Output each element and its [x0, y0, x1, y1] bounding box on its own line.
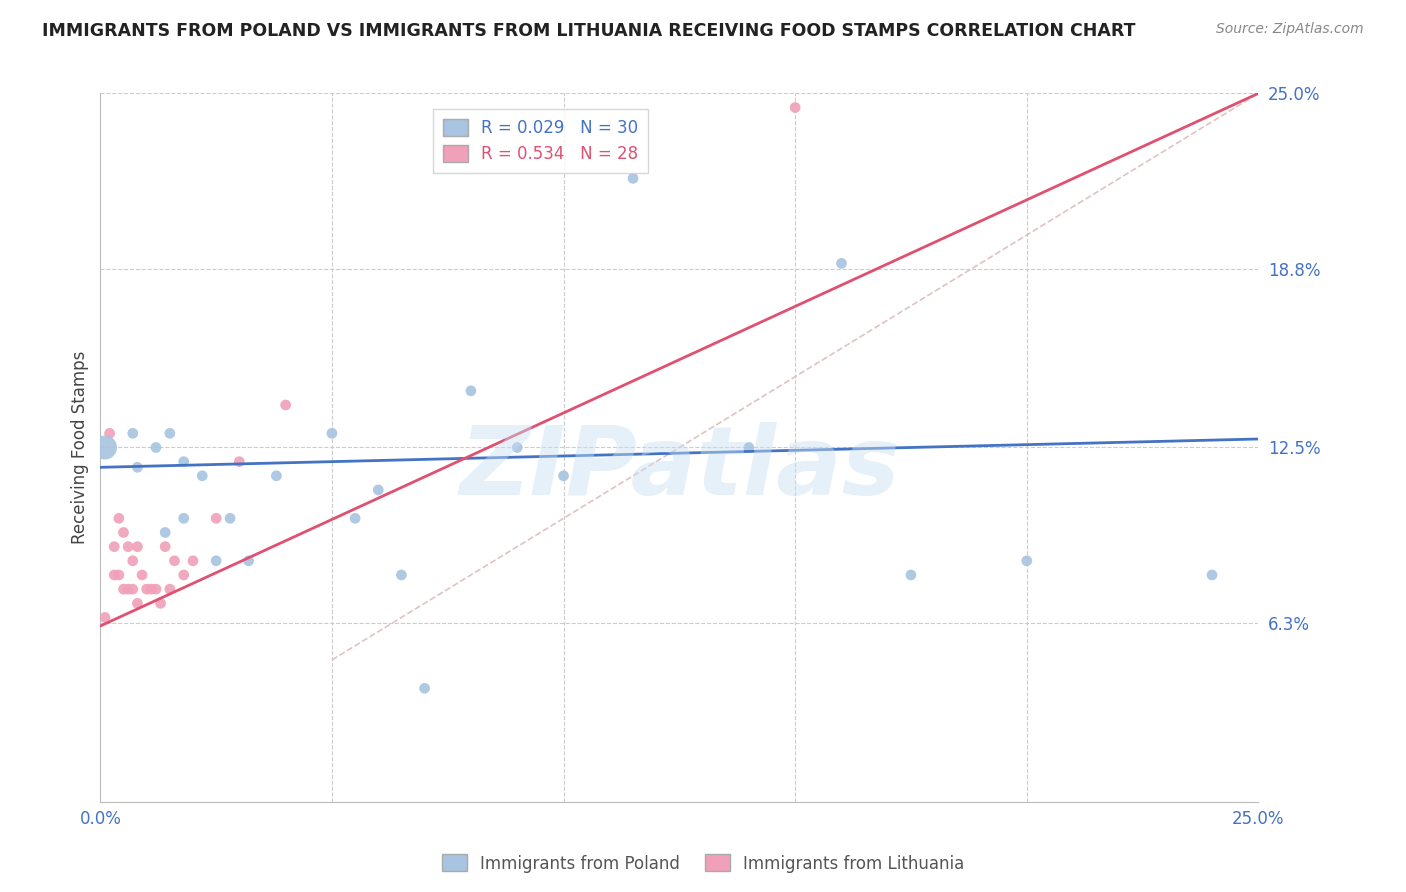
Point	[153, 540, 176, 554]
Point	[141, 582, 163, 596]
Point	[127, 460, 149, 475]
Point	[367, 483, 389, 497]
Point	[103, 568, 125, 582]
Point	[117, 582, 139, 596]
Point	[145, 582, 167, 596]
Point	[94, 610, 117, 624]
Point	[228, 455, 250, 469]
Point	[321, 426, 343, 441]
Point	[112, 582, 135, 596]
Text: ZIPatlas: ZIPatlas	[458, 422, 900, 516]
Point	[413, 681, 436, 696]
Point	[94, 441, 117, 455]
Point	[121, 582, 143, 596]
Point	[159, 426, 181, 441]
Point	[344, 511, 367, 525]
Text: Source: ZipAtlas.com: Source: ZipAtlas.com	[1216, 22, 1364, 37]
Point	[900, 568, 922, 582]
Point	[205, 511, 228, 525]
Point	[98, 426, 121, 441]
Point	[103, 540, 125, 554]
Point	[191, 468, 214, 483]
Point	[159, 582, 181, 596]
Point	[121, 554, 143, 568]
Point	[153, 525, 176, 540]
Point	[274, 398, 297, 412]
Point	[506, 441, 529, 455]
Point	[621, 171, 644, 186]
Point	[553, 468, 575, 483]
Point	[108, 568, 131, 582]
Point	[145, 441, 167, 455]
Point	[131, 568, 153, 582]
Point	[127, 540, 149, 554]
Legend: R = 0.029   N = 30, R = 0.534   N = 28: R = 0.029 N = 30, R = 0.534 N = 28	[433, 109, 648, 173]
Point	[391, 568, 413, 582]
Point	[108, 511, 131, 525]
Point	[205, 554, 228, 568]
Point	[238, 554, 260, 568]
Point	[173, 455, 195, 469]
Point	[181, 554, 204, 568]
Point	[149, 596, 172, 610]
Point	[1015, 554, 1038, 568]
Point	[460, 384, 482, 398]
Point	[1201, 568, 1223, 582]
Point	[127, 596, 149, 610]
Point	[173, 568, 195, 582]
Point	[117, 540, 139, 554]
Legend: Immigrants from Poland, Immigrants from Lithuania: Immigrants from Poland, Immigrants from …	[434, 847, 972, 880]
Point	[219, 511, 242, 525]
Point	[112, 525, 135, 540]
Point	[738, 441, 761, 455]
Point	[785, 101, 807, 115]
Point	[163, 554, 186, 568]
Text: IMMIGRANTS FROM POLAND VS IMMIGRANTS FROM LITHUANIA RECEIVING FOOD STAMPS CORREL: IMMIGRANTS FROM POLAND VS IMMIGRANTS FRO…	[42, 22, 1136, 40]
Point	[266, 468, 288, 483]
Point	[830, 256, 852, 270]
Point	[173, 511, 195, 525]
Point	[121, 426, 143, 441]
Point	[135, 582, 157, 596]
Y-axis label: Receiving Food Stamps: Receiving Food Stamps	[72, 351, 89, 544]
